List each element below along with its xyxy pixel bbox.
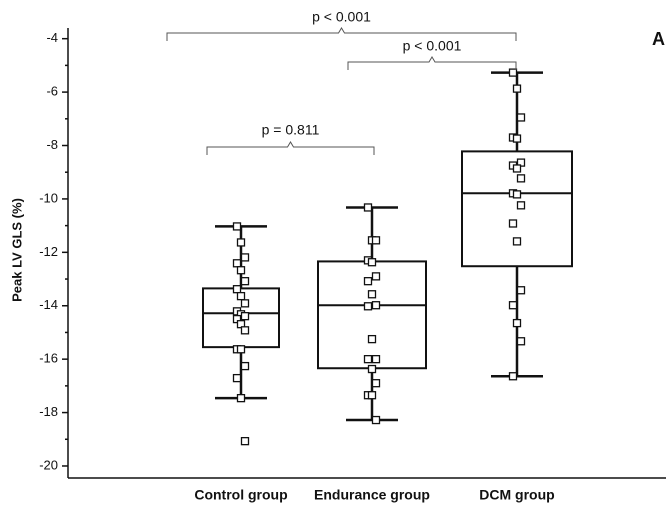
x-tick-label: DCM group <box>479 487 554 503</box>
data-point <box>240 436 250 446</box>
data-point <box>363 302 373 311</box>
y-tick-label: -16 <box>39 351 58 366</box>
data-point <box>508 68 518 77</box>
significance-bracket <box>347 56 517 70</box>
p-value-label: p = 0.811 <box>262 122 320 138</box>
data-point <box>516 337 526 346</box>
data-point <box>367 258 377 267</box>
data-point <box>240 361 250 371</box>
data-point <box>516 174 526 183</box>
data-point <box>367 334 377 344</box>
data-point <box>363 277 373 286</box>
data-point <box>236 238 246 247</box>
y-tick-label: -6 <box>46 84 58 99</box>
y-tick-label: -20 <box>39 457 58 472</box>
data-point <box>371 272 381 281</box>
data-point <box>367 391 377 400</box>
data-point <box>371 355 381 364</box>
data-point <box>512 164 522 173</box>
x-tick-label: Endurance group <box>314 487 430 503</box>
data-point <box>512 190 522 199</box>
data-point <box>363 203 373 212</box>
data-point <box>512 318 522 328</box>
data-point <box>240 253 250 262</box>
significance-bracket <box>206 141 375 155</box>
significance-bracket <box>166 27 517 41</box>
data-point <box>367 364 377 374</box>
data-point <box>240 277 250 286</box>
data-point <box>240 312 250 321</box>
y-tick-label: -18 <box>39 404 58 419</box>
y-tick-label: -12 <box>39 244 58 259</box>
data-point <box>236 345 246 354</box>
y-tick-label: -8 <box>46 137 58 152</box>
y-tick-label: -14 <box>39 297 58 312</box>
data-point <box>363 355 373 364</box>
data-point <box>371 415 381 425</box>
data-point <box>240 299 250 308</box>
data-point <box>232 259 242 268</box>
data-point <box>371 379 381 388</box>
y-tick-label: -10 <box>39 190 58 205</box>
data-point <box>516 113 526 122</box>
data-point <box>508 301 518 310</box>
data-point <box>236 393 246 403</box>
p-value-label: p < 0.001 <box>403 38 462 54</box>
y-tick-label: -4 <box>46 30 58 45</box>
data-point <box>508 219 518 228</box>
y-axis-label: Peak LV GLS (%) <box>9 198 24 302</box>
data-point <box>512 237 522 246</box>
data-point <box>232 285 242 294</box>
data-point <box>232 222 242 231</box>
p-value-label: p < 0.001 <box>312 9 371 25</box>
data-point <box>240 326 250 335</box>
data-point <box>516 286 526 295</box>
x-tick-label: Control group <box>194 487 287 503</box>
data-point <box>371 301 381 310</box>
data-point <box>512 134 522 143</box>
data-point <box>232 373 242 383</box>
data-point <box>236 266 246 275</box>
data-point <box>371 236 381 245</box>
data-point <box>508 372 518 381</box>
panel-label: A <box>652 29 665 49</box>
data-point <box>367 290 377 299</box>
data-point <box>512 84 522 93</box>
data-point <box>516 201 526 210</box>
data-point <box>236 291 246 301</box>
